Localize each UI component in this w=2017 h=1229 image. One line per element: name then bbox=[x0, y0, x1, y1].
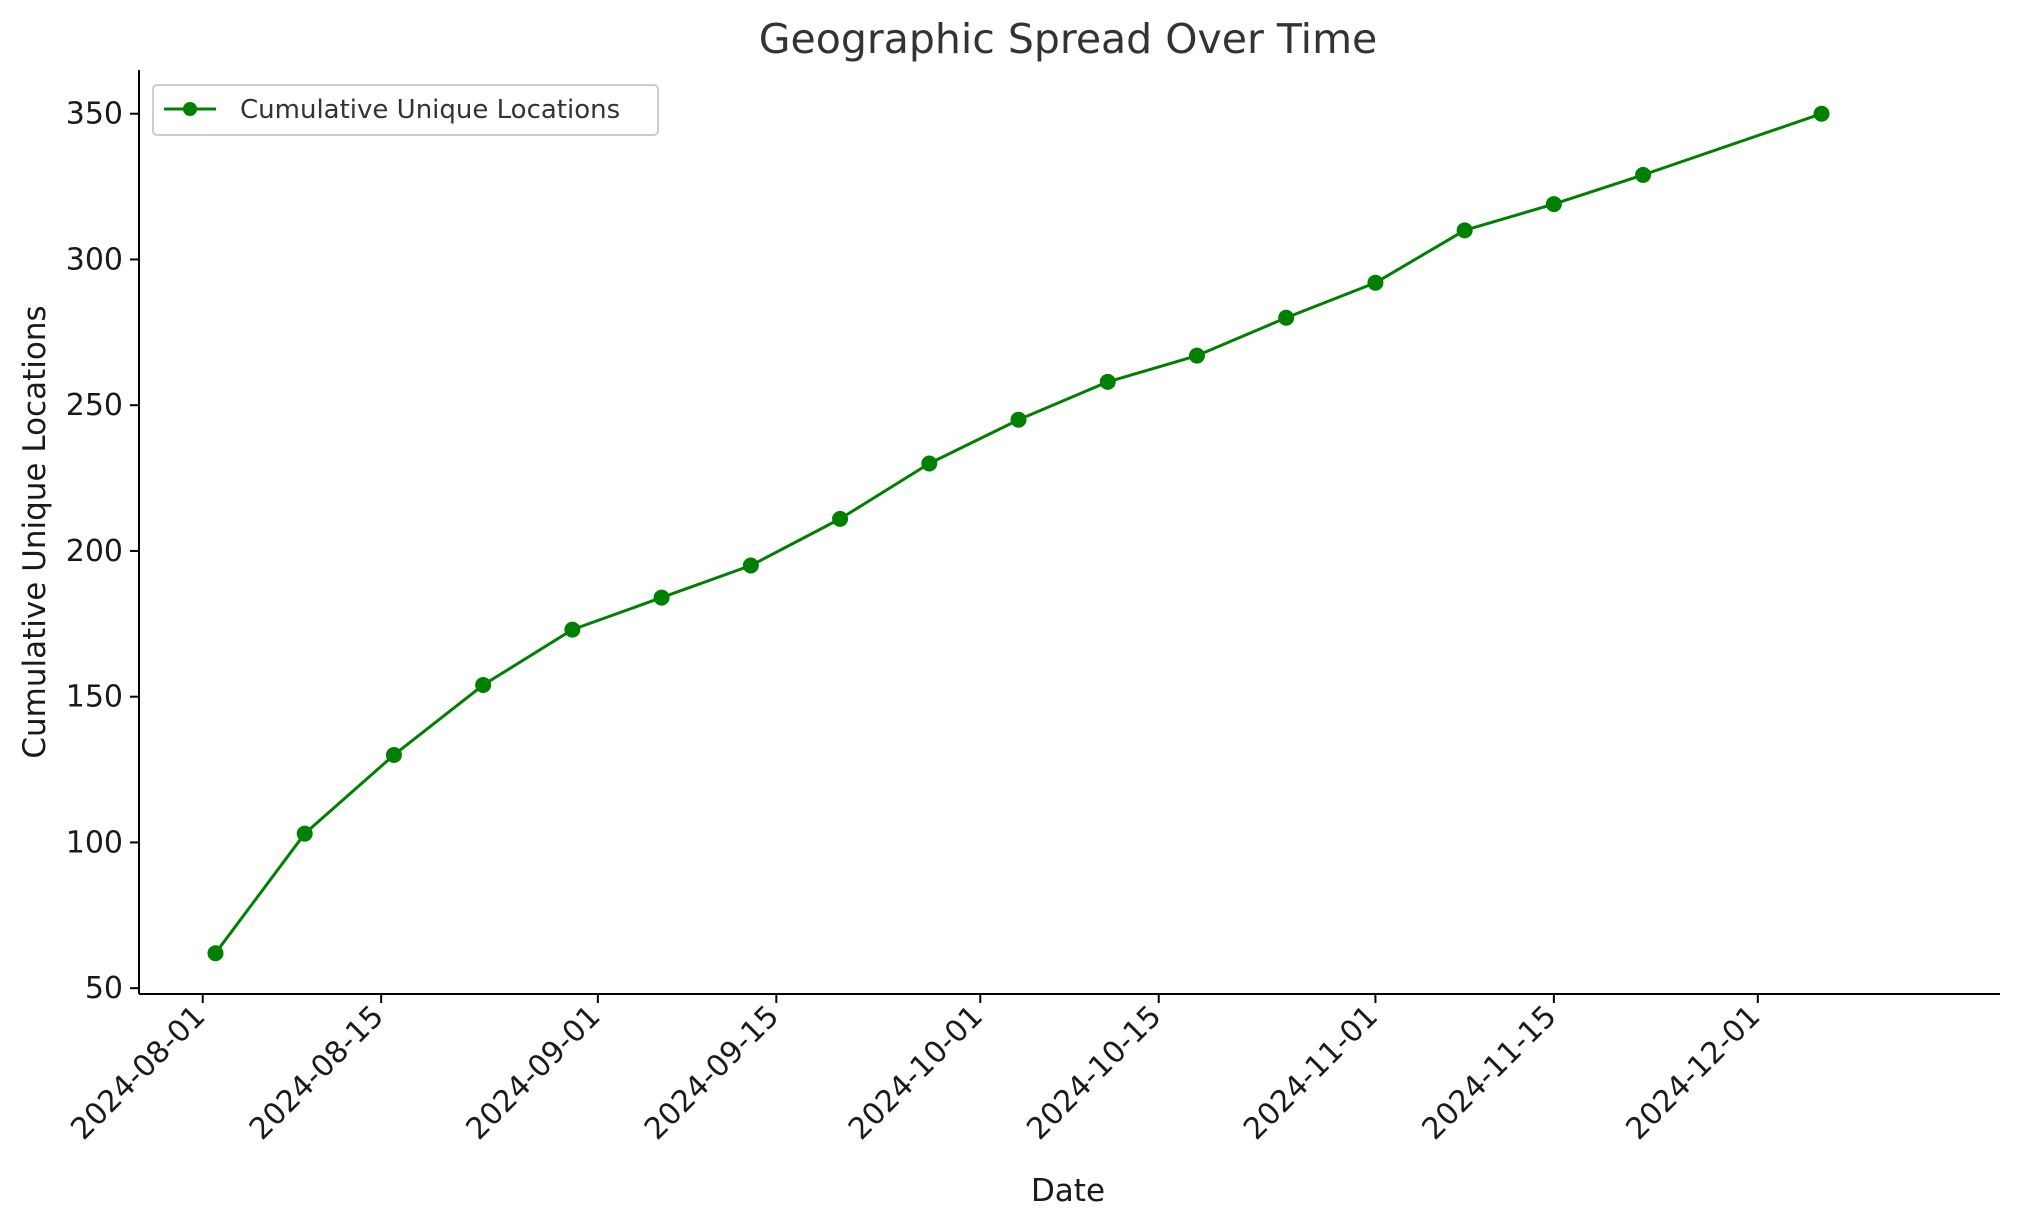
legend: Cumulative Unique Locations bbox=[152, 84, 659, 136]
x-tick-label: 2024-09-01 bbox=[459, 999, 607, 1147]
data-point bbox=[1188, 347, 1205, 364]
y-axis-label: Cumulative Unique Locations bbox=[17, 305, 53, 758]
series-line bbox=[214, 112, 1823, 955]
x-tick-label: 2024-10-01 bbox=[842, 999, 990, 1147]
data-point bbox=[742, 557, 759, 574]
data-point bbox=[1278, 309, 1295, 326]
legend-marker-swatch bbox=[183, 102, 197, 116]
y-tick-label: 50 bbox=[85, 971, 123, 1006]
data-point bbox=[207, 945, 224, 962]
y-tick-label: 200 bbox=[66, 534, 123, 569]
y-tick-label: 250 bbox=[66, 388, 123, 423]
data-point bbox=[1010, 411, 1027, 428]
y-tick-label: 150 bbox=[66, 680, 123, 715]
y-tick-label: 300 bbox=[66, 242, 123, 277]
series-group bbox=[207, 105, 1830, 962]
x-tick-label: 2024-08-15 bbox=[243, 999, 391, 1147]
data-point bbox=[1367, 274, 1384, 291]
data-point bbox=[1635, 166, 1652, 183]
data-point bbox=[921, 455, 938, 472]
x-axis-label: Date bbox=[1031, 1173, 1105, 1209]
y-tick-label: 350 bbox=[66, 97, 123, 132]
data-point bbox=[475, 677, 492, 694]
legend-label: Cumulative Unique Locations bbox=[240, 95, 620, 125]
data-point bbox=[832, 510, 849, 527]
data-point bbox=[653, 589, 670, 606]
series-layer bbox=[207, 105, 1830, 962]
x-tick-label: 2024-12-01 bbox=[1619, 999, 1767, 1147]
data-point bbox=[1545, 196, 1562, 213]
y-tick-label: 100 bbox=[66, 825, 123, 860]
data-point bbox=[564, 621, 581, 638]
x-tick-label: 2024-10-15 bbox=[1020, 999, 1168, 1147]
data-point bbox=[296, 825, 313, 842]
data-point bbox=[1099, 373, 1116, 390]
data-point bbox=[1456, 222, 1473, 239]
y-axis-ticks: 50 100 150 200 250 300 350 bbox=[66, 97, 139, 1006]
x-tick-label: 2024-11-15 bbox=[1415, 999, 1563, 1147]
chart-title: Geographic Spread Over Time bbox=[759, 15, 1377, 63]
x-tick-label: 2024-09-15 bbox=[638, 999, 786, 1147]
data-point bbox=[385, 746, 402, 763]
data-point bbox=[1813, 105, 1830, 122]
x-tick-label: 2024-11-01 bbox=[1237, 999, 1385, 1147]
x-axis-ticks: 2024-08-01 2024-08-15 2024-09-01 2024-09-15… bbox=[64, 994, 1767, 1147]
x-tick-label: 2024-08-01 bbox=[64, 999, 212, 1147]
legend-box bbox=[152, 84, 659, 136]
